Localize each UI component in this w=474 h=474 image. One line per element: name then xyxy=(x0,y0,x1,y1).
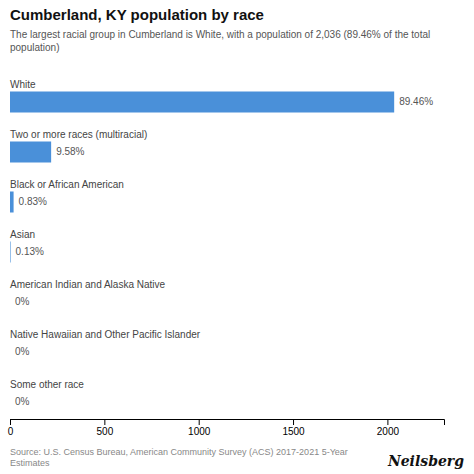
x-tick: 2000 xyxy=(377,419,400,437)
title: Cumberland, KY population by race xyxy=(10,6,264,23)
chart: Cumberland, KY population by race The lar… xyxy=(0,0,474,474)
bars xyxy=(10,92,394,263)
percentage-label: 89.46% xyxy=(399,96,433,107)
x-tick-mark xyxy=(104,419,105,425)
percentage-label: 0% xyxy=(15,346,30,357)
x-tick-mark xyxy=(387,419,388,425)
bar xyxy=(10,142,51,163)
x-tick: 500 xyxy=(97,419,114,437)
category-label: Asian xyxy=(10,229,35,240)
bar xyxy=(10,342,11,363)
bar xyxy=(10,192,14,213)
bar xyxy=(10,392,11,413)
subtitle-line: population) xyxy=(10,42,59,53)
category-label: American Indian and Alaska Native xyxy=(10,279,166,290)
x-tick-mark xyxy=(10,419,11,425)
source-line: Source: U.S. Census Bureau, American Com… xyxy=(10,447,348,457)
category-label: White xyxy=(10,79,36,90)
percentage-label: 9.58% xyxy=(56,146,84,157)
source-line: Estimates xyxy=(10,458,50,468)
x-tick-label: 1000 xyxy=(188,426,211,437)
source: Source: U.S. Census Bureau, American Com… xyxy=(10,447,348,468)
x-tick-mark xyxy=(199,419,200,425)
x-axis-line xyxy=(11,420,445,426)
percentage-label: 0% xyxy=(15,296,30,307)
x-tick: 0 xyxy=(8,419,14,437)
percentage-label: 0% xyxy=(15,396,30,407)
subtitle-line: The largest racial group in Cumberland i… xyxy=(10,29,430,40)
category-label: Black or African American xyxy=(10,179,124,190)
labels: White Two or more races (multiracial) Blac… xyxy=(10,79,433,407)
x-tick-label: 2000 xyxy=(377,426,400,437)
brand: Neilsberg xyxy=(387,453,464,469)
x-tick: 1500 xyxy=(282,419,305,437)
x-tick-label: 500 xyxy=(97,426,114,437)
category-label: Some other race xyxy=(10,379,84,390)
x-tick-mark xyxy=(293,419,294,425)
x-tick-label: 0 xyxy=(8,426,14,437)
x-axis: 0 500 1000 1500 2000 xyxy=(8,419,445,437)
bar xyxy=(10,292,11,313)
bar xyxy=(10,92,394,113)
percentage-label: 0.83% xyxy=(19,196,47,207)
bar xyxy=(10,242,11,263)
x-tick-label: 1500 xyxy=(282,426,305,437)
percentage-label: 0.13% xyxy=(16,246,44,257)
x-tick: 1000 xyxy=(188,419,211,437)
category-label: Two or more races (multiracial) xyxy=(10,129,147,140)
category-label: Native Hawaiian and Other Pacific Island… xyxy=(10,329,201,340)
subtitle: The largest racial group in Cumberland i… xyxy=(10,29,430,53)
